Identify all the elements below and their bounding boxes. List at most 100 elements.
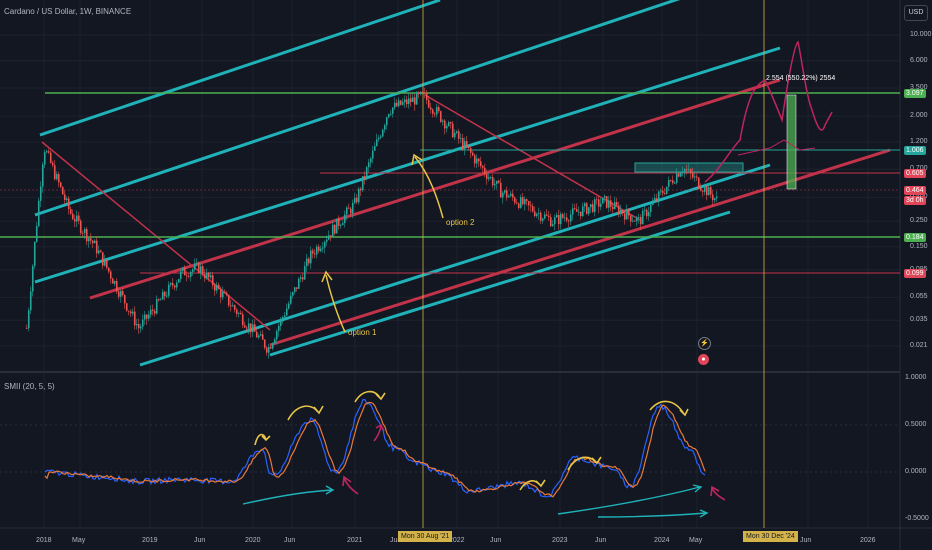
candle-body — [609, 200, 612, 207]
dividend-icon[interactable]: ● — [698, 354, 709, 365]
candle-body — [499, 182, 502, 198]
candle-body — [157, 299, 160, 301]
price-tick-label: 2.000 — [910, 112, 928, 120]
candle-body — [113, 281, 116, 284]
candle-body — [591, 204, 594, 212]
candle-body — [627, 209, 630, 216]
candle-body — [289, 295, 292, 304]
divergence-arrow-3 — [597, 509, 709, 518]
candle-body — [283, 315, 286, 318]
candle-body — [273, 339, 276, 344]
divergence-arrow-2 — [557, 484, 703, 515]
candle-body — [671, 180, 674, 184]
candle-body — [711, 194, 714, 201]
candle-body — [313, 253, 316, 255]
time-tick-label: May — [689, 537, 703, 544]
candle-body — [71, 213, 74, 220]
candle-body — [429, 107, 432, 110]
candle-body — [101, 252, 104, 266]
candle-body — [445, 125, 448, 129]
candle-body — [401, 102, 404, 105]
candle-body — [123, 294, 126, 304]
candle-body — [35, 226, 38, 242]
candle-body — [253, 324, 256, 332]
candle-body — [693, 176, 696, 178]
candle-body — [135, 324, 138, 326]
candle-body — [367, 162, 370, 168]
candle-body — [181, 267, 184, 272]
candle-body — [549, 217, 552, 227]
candle-body — [515, 202, 518, 204]
candle-body — [29, 291, 32, 311]
candle-body — [95, 240, 98, 254]
price-tag-0099: 0.099 — [904, 269, 926, 278]
channel-line-teal-4 — [139, 163, 771, 367]
candle-body — [193, 264, 196, 270]
candle-body — [25, 328, 28, 329]
currency-button[interactable]: USD — [904, 5, 928, 21]
lightning-icon[interactable]: ⚡ — [698, 337, 711, 350]
candle-body — [183, 267, 186, 276]
candle-body — [655, 198, 658, 201]
price-tick-label: 6.000 — [910, 56, 928, 64]
price-tag-0605: 0.605 — [904, 169, 926, 178]
candle-body — [211, 275, 214, 286]
candle-body — [465, 141, 468, 147]
candle-body — [297, 278, 300, 289]
chart-title: Cardano / US Dollar, 1W, BINANCE — [4, 7, 132, 16]
candle-body — [395, 102, 398, 107]
indicator-tick-label: 1.0000 — [905, 374, 927, 381]
candle-body — [631, 220, 634, 222]
candle-body — [47, 151, 50, 153]
candle-body — [649, 204, 652, 213]
candle-body — [479, 161, 482, 167]
candle-body — [119, 290, 122, 297]
candle-body — [81, 232, 84, 234]
candle-body — [299, 277, 302, 279]
candle-body — [263, 339, 266, 348]
candle-body — [341, 223, 344, 226]
candle-body — [127, 310, 130, 312]
candle-body — [281, 317, 284, 319]
candle-body — [49, 152, 52, 163]
price-tag-0464: 0.464 — [904, 186, 926, 195]
candle-body — [595, 199, 598, 201]
candle-body — [139, 326, 142, 329]
candle-body — [419, 91, 422, 95]
candle-body — [687, 169, 690, 171]
candle-body — [285, 308, 288, 316]
candle-body — [323, 241, 326, 248]
candle-body — [201, 266, 204, 275]
candle-body — [619, 209, 622, 215]
candle-body — [77, 215, 80, 221]
candle-body — [493, 183, 496, 186]
candle-body — [279, 318, 282, 326]
candle-body — [391, 107, 394, 114]
candle-body — [39, 186, 42, 201]
candle-body — [473, 155, 476, 164]
candle-body — [241, 314, 244, 326]
candle-body — [315, 246, 318, 255]
price-tick-label: 3.500 — [910, 83, 928, 91]
candle-body — [271, 343, 274, 349]
candle-body — [641, 210, 644, 225]
candle-body — [579, 211, 582, 217]
candle-body — [411, 97, 414, 103]
candle-body — [535, 213, 538, 216]
candle-body — [141, 319, 144, 327]
candle-body — [255, 331, 258, 338]
candle-body — [143, 314, 146, 320]
candle-body — [567, 220, 570, 222]
crosshair-tag-dec24: Mon 30 Dec '24 — [743, 531, 798, 542]
candle-body — [425, 93, 428, 101]
candle-body — [545, 214, 548, 216]
option1-arrow — [325, 274, 346, 333]
candle-body — [111, 278, 114, 284]
option1-arrowhead — [321, 270, 333, 283]
price-tag-3097: 3.097 — [904, 89, 926, 98]
time-tick-label: Jun — [284, 537, 296, 544]
price-tick-label: 1.200 — [910, 137, 928, 145]
candle-body — [93, 240, 96, 244]
candle-body — [213, 285, 216, 291]
